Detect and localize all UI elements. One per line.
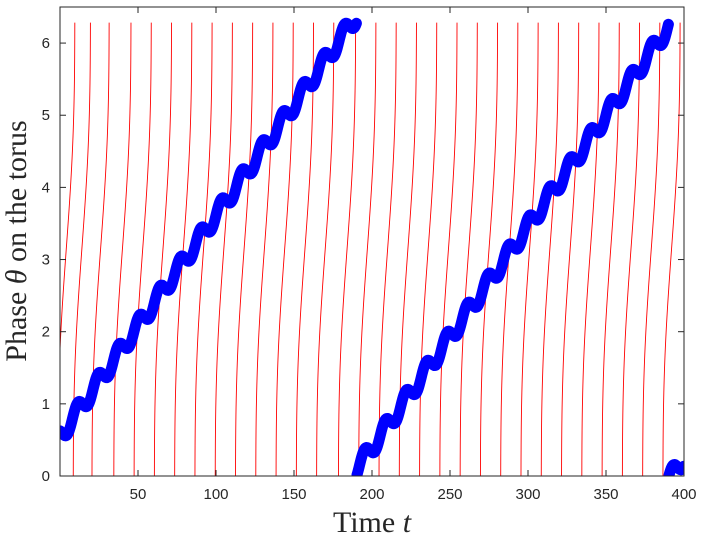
slow-phase-line — [663, 459, 684, 476]
y-tick-label: 0 — [42, 468, 50, 485]
fast-phase-line — [561, 22, 580, 476]
y-axis-title-post: on the torus — [0, 120, 33, 269]
x-tick-label: 150 — [281, 486, 306, 503]
fast-phase-line — [255, 22, 274, 476]
plot-area — [60, 17, 684, 476]
x-axis-title-var: t — [403, 506, 412, 538]
x-tick-label: 200 — [359, 486, 384, 503]
fast-phase-line — [479, 22, 499, 476]
fast-phase-line — [214, 22, 233, 476]
fast-phase-line — [642, 22, 661, 476]
y-tick-label: 2 — [42, 324, 50, 341]
fast-phase-line — [621, 22, 640, 476]
fast-phase-line — [235, 22, 254, 476]
fast-phase-line — [601, 22, 620, 476]
x-axis: 50 100 150 200 250 300 350 400 — [130, 7, 697, 503]
y-tick-label: 5 — [42, 107, 50, 124]
slow-phase-line — [351, 18, 674, 476]
fast-phase-line — [60, 22, 76, 361]
y-axis: 0 1 2 3 4 5 6 — [42, 35, 684, 485]
y-tick-label: 4 — [42, 179, 50, 196]
fast-phase-line — [316, 22, 335, 476]
x-axis-title-text: Time — [333, 506, 403, 538]
slow-phase-series — [60, 17, 684, 476]
fast-phase-line — [295, 22, 314, 476]
y-axis-title-var: θ — [0, 269, 33, 284]
x-axis-title: Time t — [333, 506, 412, 538]
axes-box — [59, 6, 685, 477]
y-axis-title-pre: Phase — [0, 284, 33, 362]
x-tick-label: 400 — [671, 486, 696, 503]
x-tick-label: 50 — [130, 486, 147, 503]
fast-phase-line — [540, 22, 559, 476]
fast-phase-line — [174, 22, 193, 476]
fast-phase-line — [520, 22, 539, 476]
slow-phase-line — [60, 17, 362, 442]
y-tick-label: 3 — [42, 252, 50, 269]
fast-phase-line — [378, 22, 397, 476]
fast-phase-line — [358, 22, 377, 476]
fast-phase-series — [60, 22, 681, 476]
fast-phase-line — [113, 22, 132, 476]
x-tick-label: 350 — [593, 486, 618, 503]
fast-phase-line — [338, 22, 357, 476]
y-tick-label: 1 — [42, 396, 50, 413]
fast-phase-line — [275, 22, 294, 476]
fast-phase-line — [419, 22, 438, 476]
x-tick-label: 300 — [515, 486, 540, 503]
y-tick-label: 6 — [42, 35, 50, 52]
fast-phase-line — [194, 22, 213, 476]
x-tick-label: 100 — [203, 486, 228, 503]
fast-phase-line — [133, 22, 152, 476]
fast-phase-line — [581, 22, 600, 476]
fast-phase-line — [91, 22, 110, 476]
fast-phase-line — [153, 22, 172, 476]
y-axis-title: Phase θ on the torus — [0, 120, 33, 361]
fast-phase-line — [439, 22, 458, 476]
fast-phase-line — [459, 22, 478, 476]
x-tick-label: 250 — [437, 486, 462, 503]
fast-phase-line — [662, 22, 681, 476]
